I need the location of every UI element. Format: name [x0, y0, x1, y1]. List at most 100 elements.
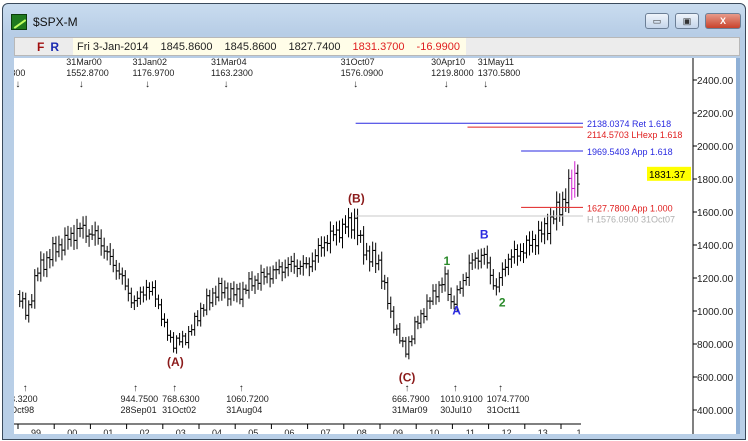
x-tick-label: 13 — [538, 428, 548, 434]
last-price-label: 1831.37 — [649, 170, 686, 181]
top-pivot-date: 31Jan02 — [132, 58, 167, 67]
bottom-pivot-date: 28Sep01 — [121, 405, 157, 415]
y-tick-label: 1400.00 — [697, 241, 734, 252]
open-value: 1845.8600 — [160, 40, 213, 53]
elliott-wave-label: 2 — [499, 295, 506, 309]
close-button[interactable]: X — [705, 13, 741, 29]
down-arrow-icon: ↓ — [15, 79, 20, 90]
x-tick-label: 05 — [248, 428, 258, 434]
bottom-pivot-date: 31Oct11 — [487, 405, 520, 415]
x-tick-label: 11 — [466, 428, 475, 434]
bottom-pivot-value: 3.3200 — [14, 394, 38, 404]
x-tick-label: 99 — [31, 428, 41, 434]
elliott-wave-label: 1 — [444, 254, 451, 268]
up-arrow-icon: ↑ — [453, 383, 458, 394]
r-button[interactable]: R — [50, 39, 60, 54]
top-pivot-value: 1552.8700 — [66, 68, 109, 78]
bottom-pivot-value: 1010.9100 — [440, 394, 483, 404]
down-arrow-icon: ↓ — [483, 79, 488, 90]
title-bar: $SPX-M — [11, 12, 78, 32]
level-label: 1627.7800 App 1.000 — [587, 203, 673, 213]
down-arrow-icon: ↓ — [444, 79, 449, 90]
top-pivot-date: 31Mar04 — [211, 58, 247, 67]
minimize-button[interactable]: ▭ — [645, 13, 669, 29]
up-arrow-icon: ↑ — [23, 383, 28, 394]
window-title: $SPX-M — [33, 15, 78, 29]
x-tick-label: 10 — [429, 428, 439, 434]
right-edge-scrollbar — [736, 58, 740, 434]
quote-info-bar: F R Fri 3-Jan-2014 1845.8600 1845.8600 1… — [14, 37, 740, 56]
chart-window: $SPX-M ▭ ▣ X F R Fri 3-Jan-2014 1845.860… — [2, 3, 746, 440]
bottom-pivot-date: 31Mar09 — [392, 405, 428, 415]
bottom-pivot-value: 666.7900 — [392, 394, 430, 404]
top-pivot-date: 31Mar00 — [66, 58, 102, 67]
x-tick-label: 08 — [357, 428, 367, 434]
bottom-pivot-date: 31Oct02 — [162, 405, 196, 415]
down-arrow-icon: ↓ — [145, 79, 150, 90]
x-tick-label: 06 — [284, 428, 294, 434]
last-price-marker — [647, 166, 691, 181]
bottom-pivot-value: 768.6300 — [162, 394, 200, 404]
top-pivot-date: 31Oct07 — [341, 58, 375, 67]
level-label: 2138.0374 Ret 1.618 — [587, 119, 671, 129]
top-pivot-value: .5800 — [14, 68, 25, 78]
down-arrow-icon: ↓ — [224, 79, 229, 90]
x-tick-label: 04 — [212, 428, 222, 434]
y-tick-label: 600.000 — [697, 373, 734, 384]
x-tick-label: 1 — [576, 428, 581, 434]
y-tick-label: 1600.00 — [697, 208, 734, 219]
level-label: 2114.5703 LHexp 1.618 — [587, 130, 682, 140]
elliott-wave-label: (C) — [399, 370, 416, 384]
up-arrow-icon: ↑ — [239, 383, 244, 394]
price-chart[interactable]: 2400.00 2200.00 2000.00 1800.00 1600.00 1400.… — [3, 57, 740, 438]
x-tick-label: 09 — [393, 428, 403, 434]
low-value: 1827.7400 — [288, 40, 341, 53]
change-value: -16.9900 — [416, 40, 460, 53]
up-arrow-icon: ↑ — [172, 383, 177, 394]
y-tick-label: 1000.00 — [697, 307, 734, 318]
elliott-wave-label: A — [452, 304, 461, 318]
up-arrow-icon: ↑ — [498, 383, 503, 394]
y-tick-label: 2200.00 — [697, 109, 734, 120]
level-label: H 1576.0900 31Oct07 — [587, 214, 675, 224]
x-tick-label: 12 — [502, 428, 512, 434]
y-tick-label: 2000.00 — [697, 142, 734, 153]
up-arrow-icon: ↑ — [133, 383, 138, 394]
x-tick-label: 07 — [321, 428, 331, 434]
x-tick-label: 02 — [140, 428, 150, 434]
y-tick-label: 1200.00 — [697, 274, 734, 285]
bar-date: Fri 3-Jan-2014 — [77, 40, 149, 53]
y-tick-label: 800.000 — [697, 340, 734, 351]
elliott-wave-label: (B) — [348, 191, 365, 205]
up-arrow-icon: ↑ — [405, 383, 410, 394]
top-pivot-value: 1219.8000 — [431, 68, 474, 78]
x-tick-label: 01 — [103, 428, 113, 434]
high-value: 1845.8600 — [224, 40, 277, 53]
bottom-pivot-date: Oct98 — [14, 405, 34, 415]
bottom-pivot-value: 1074.7700 — [487, 394, 530, 404]
y-tick-label: 2400.00 — [697, 76, 734, 87]
bottom-pivot-value: 1060.7200 — [226, 394, 269, 404]
maximize-button[interactable]: ▣ — [675, 13, 699, 29]
level-label: 1969.5403 App 1.618 — [587, 147, 673, 157]
top-pivot-date: 30Apr10 — [431, 58, 465, 67]
down-arrow-icon: ↓ — [353, 79, 358, 90]
top-pivot-value: 1576.0900 — [341, 68, 384, 78]
top-pivot-date: 31May11 — [478, 58, 514, 67]
chart-svg[interactable]: 2400.002200.002000.001800.001600.001400.… — [3, 57, 740, 438]
f-button[interactable]: F — [37, 39, 45, 54]
x-tick-label: 00 — [67, 428, 77, 434]
top-pivot-value: 1370.5800 — [478, 68, 521, 78]
elliott-wave-label: (A) — [167, 355, 184, 369]
top-pivot-value: 1163.2300 — [211, 68, 253, 78]
bottom-pivot-date: 31Aug04 — [226, 405, 262, 415]
chart-app-icon — [11, 14, 27, 30]
close-value: 1831.3700 — [352, 40, 405, 53]
y-tick-label: 1800.00 — [697, 175, 734, 186]
elliott-wave-label: B — [480, 228, 489, 242]
top-pivot-value: 1176.9700 — [132, 68, 174, 78]
y-tick-label: 400.000 — [697, 406, 734, 417]
down-arrow-icon: ↓ — [79, 79, 84, 90]
bottom-pivot-date: 30Jul10 — [440, 405, 472, 415]
bottom-pivot-value: 944.7500 — [121, 394, 159, 404]
